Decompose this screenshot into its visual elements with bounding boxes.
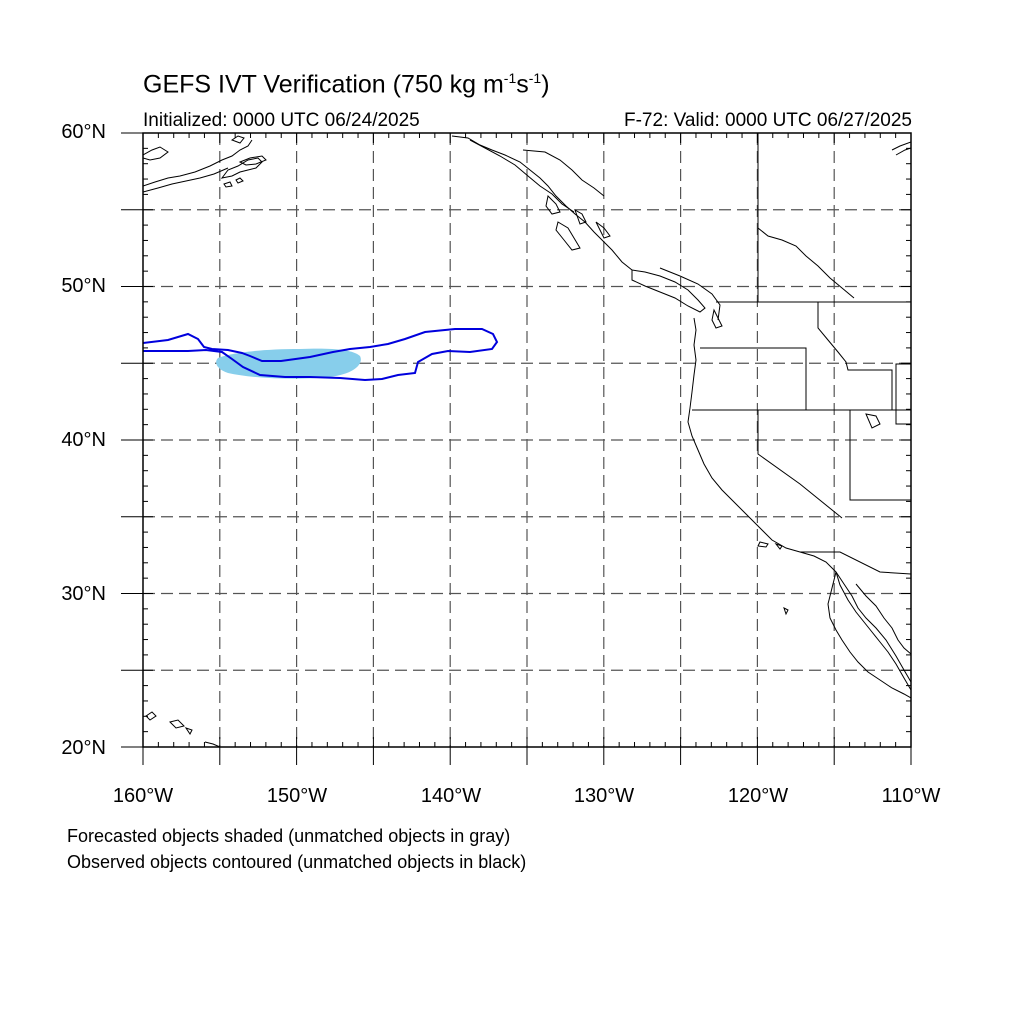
valid-time-label: F-72: Valid: 0000 UTC 06/27/2025 — [624, 110, 912, 131]
lat-lon-grid — [143, 133, 911, 747]
lat-label-50n: 50°N — [61, 275, 106, 297]
lon-label-140w: 140°W — [420, 785, 482, 807]
init-time-label: Initialized: 0000 UTC 06/24/2025 — [143, 110, 420, 131]
lon-label-150w: 150°W — [266, 785, 328, 807]
map-title: GEFS IVT Verification (750 kg m-1s-1) — [143, 70, 550, 99]
forecast-legend-note: Forecasted objects shaded (unmatched obj… — [67, 826, 511, 846]
coastlines — [143, 135, 911, 747]
lon-label-110w: 110°W — [881, 785, 941, 807]
lat-label-60n: 60°N — [61, 121, 106, 143]
observed-object-contour — [143, 328, 499, 382]
observed-legend-note: Observed objects contoured (unmatched ob… — [67, 852, 527, 872]
lat-label-40n: 40°N — [61, 429, 106, 451]
map-frame — [142, 132, 912, 748]
lon-label-120w: 120°W — [727, 785, 789, 807]
lon-label-160w: 160°W — [112, 785, 174, 807]
political-boundaries — [692, 133, 911, 575]
lat-label-20n: 20°N — [61, 737, 106, 759]
lon-label-130w: 130°W — [573, 785, 635, 807]
lat-label-30n: 30°N — [61, 583, 106, 605]
